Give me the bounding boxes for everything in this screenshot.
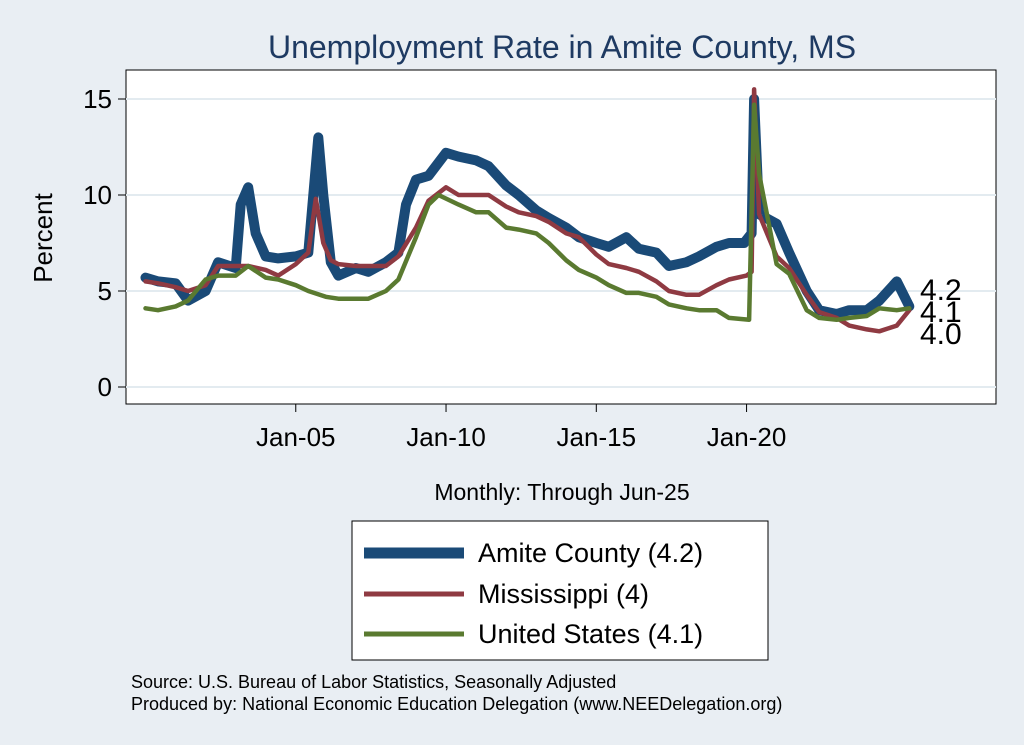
- legend-label-us: United States (4.1): [478, 619, 703, 649]
- plot-area: [125, 69, 997, 405]
- end-label-mississippi: 4.0: [920, 318, 962, 351]
- legend: Amite County (4.2) Mississippi (4) Unite…: [351, 520, 769, 661]
- y-tick-label: 0: [98, 372, 112, 402]
- series-layer: [140, 87, 915, 334]
- y-tick-label: 10: [83, 180, 112, 210]
- end-label-county: 4.2: [920, 274, 962, 307]
- chart-title: Unemployment Rate in Amite County, MS: [268, 29, 856, 65]
- legend-box: [351, 520, 769, 661]
- source-note: Source: U.S. Bureau of Labor Statistics,…: [131, 672, 616, 692]
- legend-label-mississippi: Mississippi (4): [478, 579, 649, 609]
- x-axis: Jan-05 Jan-10 Jan-15 Jan-20: [256, 404, 786, 452]
- grid-lines: [126, 98, 996, 388]
- series-line-us: [143, 102, 912, 323]
- x-tick-label: Jan-10: [406, 422, 486, 452]
- y-tick-label: 15: [83, 84, 112, 114]
- y-tick-label: 5: [98, 276, 112, 306]
- y-axis: 0 5 10 15: [83, 84, 126, 402]
- x-tick-label: Jan-20: [707, 422, 787, 452]
- y-axis-label: Percent: [28, 192, 58, 282]
- series-line-county: [140, 94, 915, 319]
- x-tick-label: Jan-15: [557, 422, 637, 452]
- legend-label-county: Amite County (4.2): [478, 538, 703, 568]
- end-label-us: 4.1: [920, 296, 962, 329]
- x-tick-label: Jan-05: [256, 422, 336, 452]
- producer-note: Produced by: National Economic Education…: [131, 694, 782, 714]
- time-note: Monthly: Through Jun-25: [434, 479, 689, 505]
